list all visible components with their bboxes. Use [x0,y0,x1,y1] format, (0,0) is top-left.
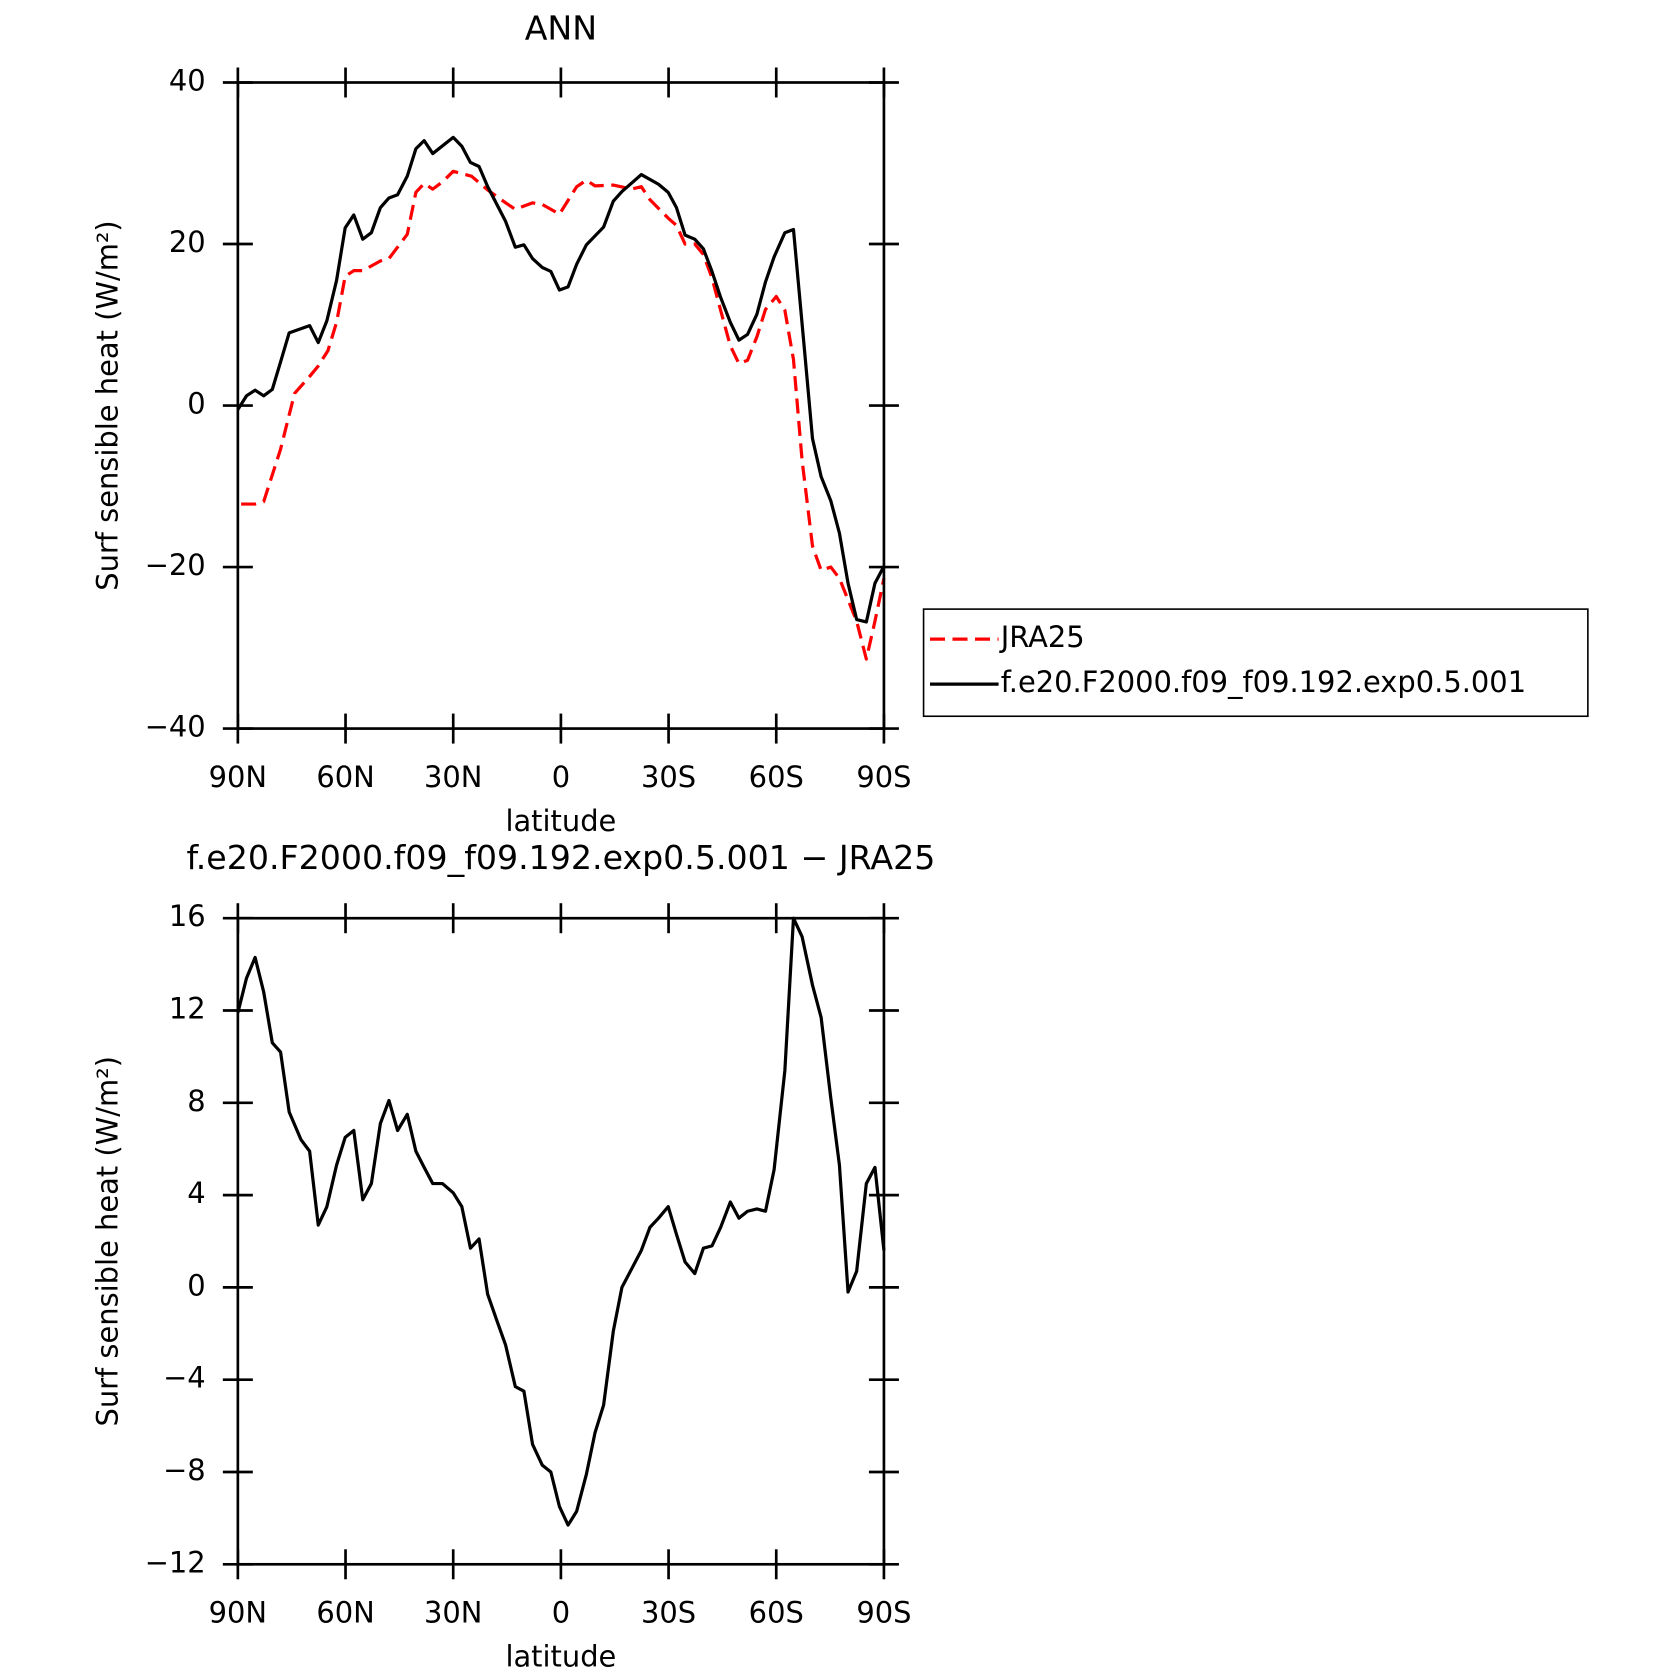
x-axis-label: latitude [505,804,616,838]
y-tick-label: 0 [187,1268,205,1302]
x-tick-label: 60S [749,760,804,794]
y-axis-label: Surf sensible heat (W/m²) [90,220,124,591]
y-tick-label: −12 [145,1545,206,1579]
data-line [236,916,886,1527]
chart-title: ANN [525,9,597,48]
data-line [236,135,886,624]
plot-frame [236,916,886,1566]
x-tick-label: 30S [641,1596,696,1630]
legend-label: f.e20.F2000.f09_f09.192.exp0.5.001 [1001,665,1526,699]
y-axis-label: Surf sensible heat (W/m²) [90,1056,124,1427]
x-tick-label: 60S [749,1596,804,1630]
x-tick-label: 90N [209,760,267,794]
chart-title: f.e20.F2000.f09_f09.192.exp0.5.001 − JRA… [186,838,935,877]
y-tick-label: 40 [169,64,206,98]
x-tick-label: 60N [316,760,374,794]
x-tick-label: 90S [856,760,911,794]
y-tick-label: −20 [145,548,206,582]
x-tick-label: 0 [552,760,570,794]
y-tick-label: −40 [145,710,206,744]
x-tick-label: 90S [856,1596,911,1630]
y-tick-label: 0 [187,387,205,421]
x-tick-label: 30N [424,1596,482,1630]
legend-box [922,608,1589,718]
legend-label: JRA25 [999,620,1085,654]
x-tick-label: 60N [316,1596,374,1630]
y-tick-label: 4 [187,1176,205,1210]
y-tick-label: −4 [163,1361,206,1395]
y-tick-label: 20 [169,225,206,259]
y-tick-label: −8 [163,1453,206,1487]
y-tick-label: 8 [187,1084,205,1118]
y-tick-label: 16 [169,899,206,933]
plot-frame [236,81,886,730]
x-tick-label: 90N [209,1596,267,1630]
x-tick-label: 0 [552,1596,570,1630]
data-line [241,169,886,661]
y-tick-label: 12 [169,992,206,1026]
x-tick-label: 30S [641,760,696,794]
x-tick-label: 30N [424,760,482,794]
x-axis-label: latitude [505,1640,616,1674]
